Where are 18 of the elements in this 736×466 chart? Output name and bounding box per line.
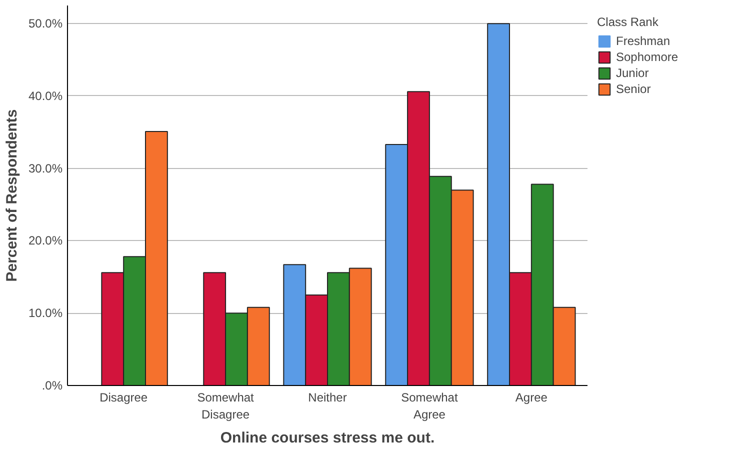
y-tick-label: 30.0%: [28, 161, 63, 176]
y-tick-label: 10.0%: [28, 306, 63, 320]
y-tick-label: 20.0%: [28, 234, 63, 248]
legend-label: Senior: [616, 82, 651, 96]
x-tick-label: Disagree: [100, 390, 148, 404]
y-tick-label: 40.0%: [28, 88, 63, 103]
x-tick-label: Agree: [515, 390, 548, 404]
y-axis-title: Percent of Respondents: [3, 109, 20, 282]
x-tick-label: Neither: [308, 390, 347, 404]
legend-label: Freshman: [616, 34, 670, 48]
x-axis-title: Online courses stress me out.: [220, 429, 435, 446]
y-tick-label: .0%: [42, 378, 63, 392]
legend-label: Sophomore: [616, 50, 678, 64]
legend-label: Junior: [616, 66, 649, 80]
y-tick-label: 50.0%: [28, 16, 63, 31]
x-tick-label: Somewhat Disagree: [197, 390, 255, 422]
legend-title: Class Rank: [597, 15, 660, 29]
x-tick-label: Somewhat Agree: [401, 390, 458, 422]
